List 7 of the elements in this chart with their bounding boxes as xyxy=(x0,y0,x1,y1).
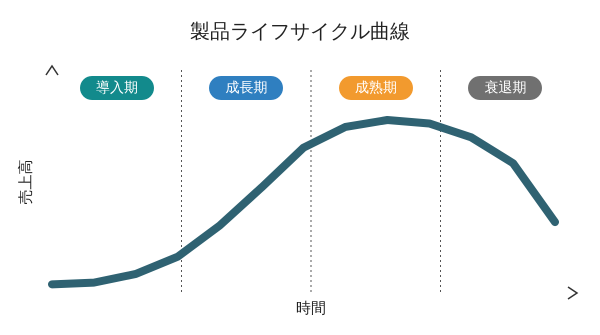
y-axis-title: 売上高 xyxy=(16,160,36,204)
chart-title: 製品ライフサイクル曲線 xyxy=(189,18,411,45)
x-axis-title: 時間 xyxy=(295,299,327,318)
text: 衰退期 xyxy=(468,76,542,100)
text: 成熟期 xyxy=(338,76,413,100)
text: 導入期 xyxy=(80,76,154,100)
text: 成長期 xyxy=(209,76,284,100)
